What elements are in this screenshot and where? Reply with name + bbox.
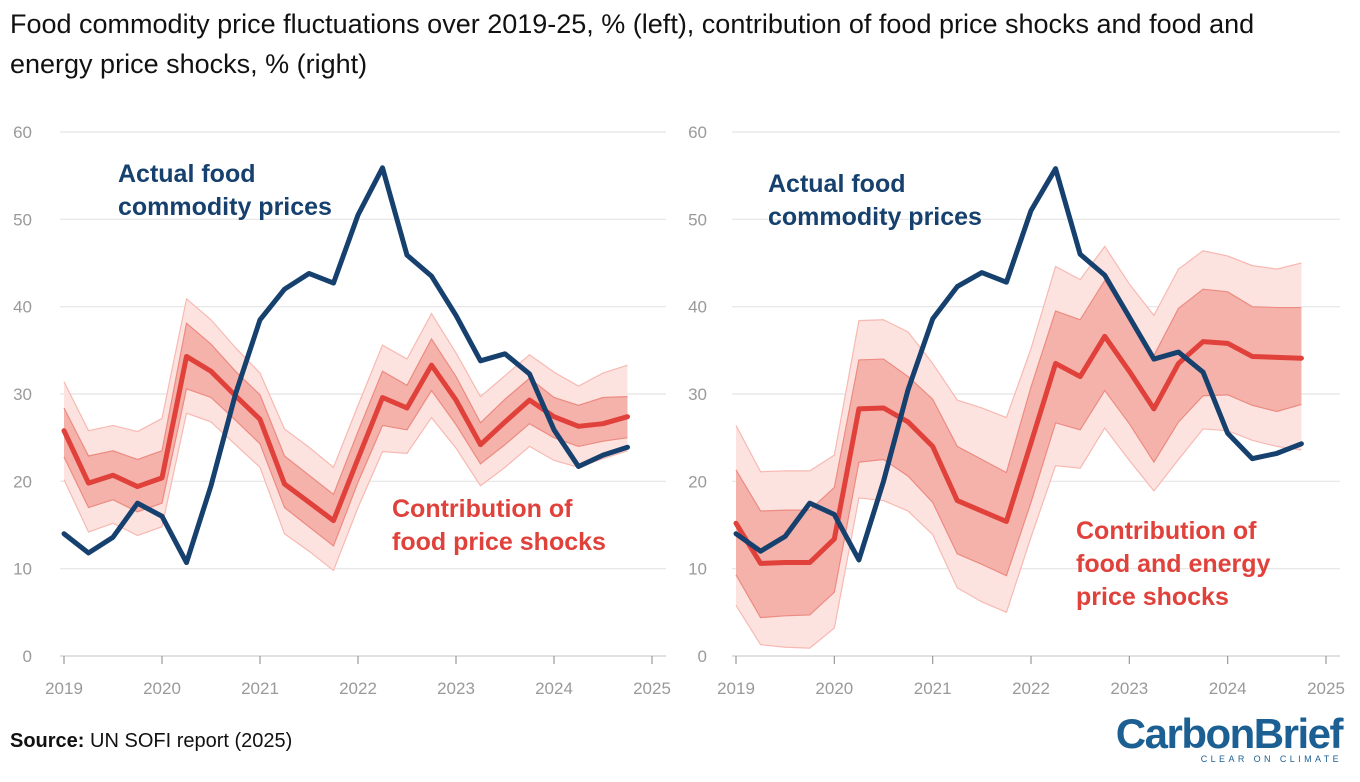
y-tick-label: 40 — [13, 298, 32, 317]
y-tick-label: 30 — [688, 385, 707, 404]
contribution-annotation-line: food and energy — [1076, 550, 1271, 578]
x-tick-label: 2024 — [535, 679, 573, 698]
y-tick-label: 60 — [688, 123, 707, 142]
y-tick-label: 0 — [23, 647, 32, 666]
y-tick-label: 20 — [688, 472, 707, 491]
x-tick-label: 2022 — [339, 679, 377, 698]
x-tick-label: 2019 — [45, 679, 83, 698]
band-outer-lower-edge — [735, 426, 1302, 649]
actual-prices-line — [733, 166, 1304, 563]
x-tick-label: 2021 — [241, 679, 279, 698]
band-inner — [736, 280, 1302, 618]
x-tick-label: 2023 — [437, 679, 475, 698]
x-tick-label: 2020 — [143, 679, 181, 698]
x-tick-label: 2024 — [1209, 679, 1247, 698]
band-inner — [64, 323, 628, 546]
logo-wordmark: CarbonBrief — [1115, 710, 1344, 757]
right-chart: 0 10 20 30 40 50 60 2019 2020 2021 2022 2023 2024 202… — [688, 123, 1345, 698]
x-tick-label: 2019 — [717, 679, 755, 698]
contribution-line — [733, 333, 1304, 566]
band-inner-upper-edge — [735, 279, 1302, 512]
chart-title: Food commodity price fluctuations over 2… — [10, 9, 1255, 79]
source-text: UN SOFI report (2025) — [90, 730, 293, 752]
logo-tagline: CLEAR ON CLIMATE — [1200, 754, 1342, 764]
band-outer-upper-edge — [63, 297, 628, 469]
band-inner-lower-edge — [63, 387, 628, 547]
source-note: Source: UN SOFI report (2025) — [10, 730, 292, 753]
contribution-line — [61, 353, 630, 524]
actual-annotation-line: Actual food — [118, 160, 256, 188]
contribution-annotation-line: Contribution of — [392, 495, 573, 523]
y-tick-label: 30 — [13, 385, 32, 404]
y-tick-label: 50 — [13, 210, 32, 229]
y-tick-label: 20 — [13, 472, 32, 491]
actual-annotation-line: Actual food — [768, 170, 906, 198]
band-inner-lower-edge — [735, 389, 1302, 619]
x-tick-label: 2025 — [633, 679, 671, 698]
y-tick-label: 60 — [13, 123, 32, 142]
actual-annotation-line: commodity prices — [118, 193, 332, 221]
contribution-annotation-line: price shocks — [1076, 583, 1229, 611]
actual-prices-line — [61, 165, 630, 566]
x-tick-label: 2020 — [815, 679, 853, 698]
x-tick-label: 2023 — [1110, 679, 1148, 698]
x-tick-label: 2025 — [1307, 679, 1345, 698]
band-outer-upper-edge — [735, 245, 1302, 473]
y-tick-label: 10 — [688, 560, 707, 579]
y-tick-label: 0 — [698, 647, 707, 666]
y-tick-label: 10 — [13, 560, 32, 579]
source-label: Source: — [10, 730, 85, 752]
contribution-annotation-line: food price shocks — [392, 528, 606, 556]
band-outer-lower-edge — [63, 412, 628, 572]
x-tick-label: 2022 — [1012, 679, 1050, 698]
y-tick-label: 40 — [688, 298, 707, 317]
left-chart: 0 10 20 30 40 50 60 2019 2020 2021 2022 2023 2024 202… — [13, 123, 671, 698]
carbonbrief-logo: CarbonBrief CLEAR ON CLIMATE — [1115, 710, 1344, 765]
actual-annotation-line: commodity prices — [768, 203, 982, 231]
y-tick-label: 50 — [688, 210, 707, 229]
contribution-annotation-line: Contribution of — [1076, 517, 1257, 545]
x-tick-label: 2021 — [914, 679, 952, 698]
